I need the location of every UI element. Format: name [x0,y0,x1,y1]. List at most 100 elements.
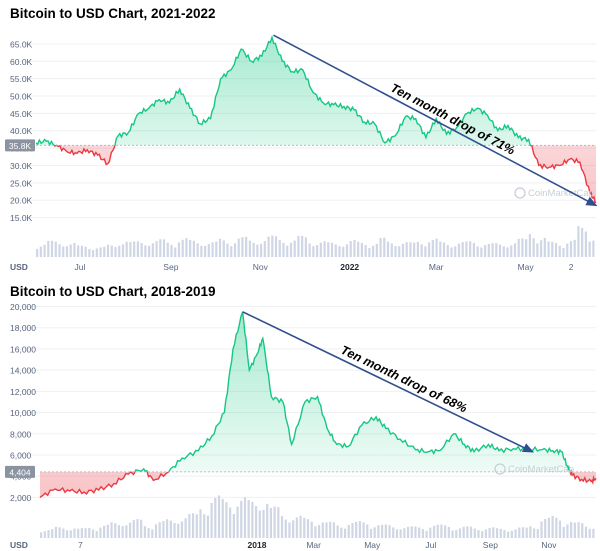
y-tick-label: 50.0K [10,92,33,102]
y-tick-label: 14,000 [10,366,36,376]
volume-bar [592,528,595,538]
volume-bar [477,530,480,538]
volume-bar [588,241,591,257]
volume-bar [251,501,254,538]
x-tick-label: Mar [429,262,444,272]
volume-bar [536,243,539,257]
volume-bar [340,527,343,538]
volume-bar [185,238,188,257]
volume-bar [347,524,350,538]
volume-bar [114,523,117,538]
x-tick-label: May [518,262,535,272]
volume-bar [492,527,495,538]
volume-bar [510,530,513,538]
volume-bar [215,241,218,257]
x-tick-label: Jul [425,540,436,550]
volume-bar [148,245,151,257]
volume-bar [158,522,161,538]
volume-bar [364,245,367,257]
volume-bar [318,525,321,538]
volume-bar [584,231,587,257]
volume-bar [121,526,124,538]
volume-bar [429,527,432,538]
volume-bar [551,241,554,257]
volume-bar [469,241,472,257]
volume-bar [349,240,352,257]
x-tick-label: 2018 [248,540,267,550]
volume-bar [84,246,87,257]
volume-bar [147,528,150,538]
volume-bar [503,530,506,538]
volume-bar [555,517,558,538]
volume-bar [230,246,233,257]
volume-bar [210,502,213,538]
volume-bar [269,507,273,538]
volume-bar [491,243,494,257]
y-tick-label: 16,000 [10,344,36,354]
chart-panel-2018-2019: Bitcoin to USD Chart, 2018-2019 2,0004,0… [0,276,600,551]
watermark-text: CoinMarketCap [528,188,594,199]
volume-bar [65,530,69,538]
volume-bar [207,244,210,257]
volume-bar [217,495,221,538]
volume-bar [410,526,413,538]
volume-bar [114,247,117,257]
volume-bar [51,529,54,538]
volume-bar [343,528,347,538]
x-tick-label: 7 [78,540,83,550]
volume-bar [40,532,43,538]
volume-bar [338,246,341,257]
volume-bar [566,524,569,538]
volume-bar [222,240,225,257]
volume-bar [211,242,214,257]
volume-bar [260,243,263,257]
volume-bar [162,521,165,538]
volume-bar [570,521,573,538]
volume-bar [47,530,50,538]
volume-bar [484,529,487,538]
volume-bar [189,239,192,257]
volume-bar [484,245,487,257]
volume-bar [133,241,136,257]
volume-bar [204,245,207,257]
volume-bar [420,244,423,257]
volume-bar [375,243,378,257]
volume-bar [425,530,428,538]
volume-bar [39,246,42,257]
volume-bar [143,526,146,538]
volume-bar [166,519,169,538]
volume-bar [125,241,128,257]
volume-bar [99,527,102,538]
volume-bar [174,247,177,257]
volume-bar [69,530,72,538]
volume-bar [551,515,554,538]
chart-panel-2021-2022: Bitcoin to USD Chart, 2021-2022 15.0K 20.… [5,6,598,272]
volume-bar [532,528,536,538]
volume-bar [295,517,298,538]
volume-bar [334,244,337,257]
volume-bar [282,242,285,257]
volume-bar [181,239,184,257]
volume-bar [409,242,412,257]
volume-bar [358,521,361,538]
volume-bar [95,531,98,538]
volume-bar [140,519,143,538]
volume-bar [498,244,502,257]
volume-bar [258,510,261,538]
volume-bar [206,515,209,538]
price-area-above [134,311,572,472]
currency-label: USD [10,262,28,272]
price-line-below [39,471,597,498]
volume-bar [543,237,546,257]
volume-bar [330,242,334,257]
currency-label: USD [10,540,28,550]
volume-bar [369,529,373,538]
annotation-label: Ten month drop of 68% [338,343,469,416]
y-tick-label: 25.0K [10,178,33,188]
volume-bar [299,515,302,538]
volume-bar [54,241,57,257]
volume-bar [236,506,239,538]
volume-bar [355,521,358,538]
volume-bar [525,527,528,538]
volume-bar [577,522,580,538]
